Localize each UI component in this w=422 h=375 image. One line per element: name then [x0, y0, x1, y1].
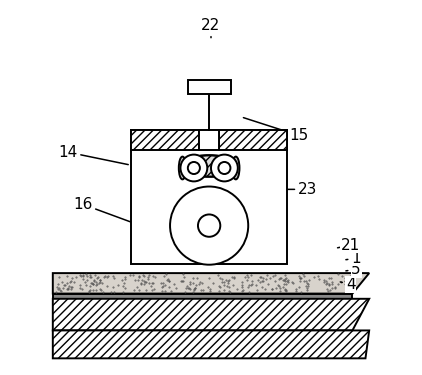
Polygon shape: [53, 294, 352, 299]
Circle shape: [198, 214, 220, 237]
Circle shape: [188, 162, 200, 174]
Circle shape: [181, 154, 207, 182]
Ellipse shape: [179, 157, 186, 179]
Bar: [131, 130, 287, 264]
Ellipse shape: [181, 155, 238, 177]
Polygon shape: [53, 330, 369, 358]
Text: 21: 21: [338, 238, 360, 253]
Text: 4: 4: [340, 277, 355, 292]
Bar: [188, 80, 230, 94]
Polygon shape: [53, 299, 369, 330]
Polygon shape: [53, 273, 369, 294]
Text: 5: 5: [346, 262, 361, 277]
Text: 1: 1: [346, 251, 361, 266]
Bar: [219, 130, 287, 150]
Text: 23: 23: [253, 182, 317, 197]
Text: 15: 15: [243, 118, 308, 143]
Circle shape: [211, 154, 238, 182]
Bar: [199, 130, 219, 150]
Text: 16: 16: [73, 197, 138, 225]
Bar: [131, 130, 199, 150]
Circle shape: [170, 186, 248, 265]
Circle shape: [218, 162, 230, 174]
Text: 14: 14: [58, 145, 128, 165]
Text: 22: 22: [201, 18, 221, 38]
Ellipse shape: [232, 157, 239, 179]
